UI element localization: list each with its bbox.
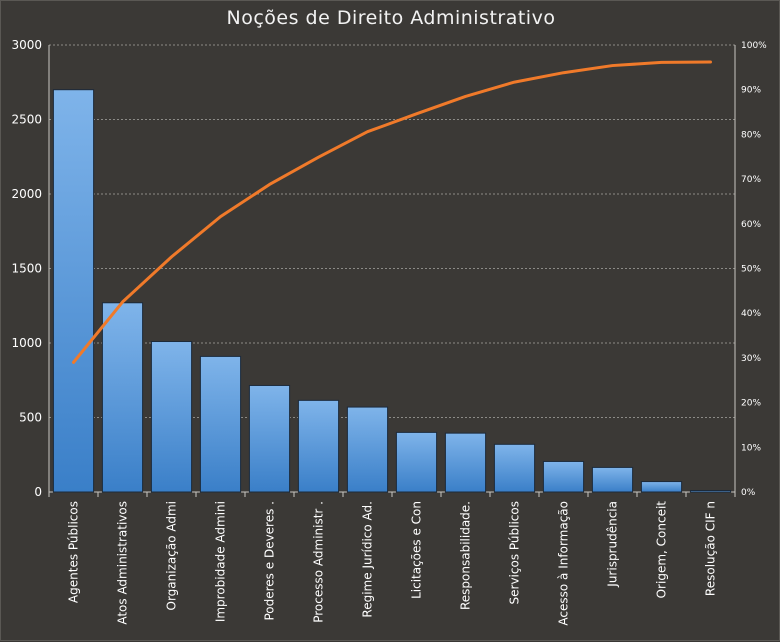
x-tick-label: Agentes Públicos <box>67 501 81 603</box>
bar <box>346 406 389 493</box>
x-tick-label: Processo Administr . <box>312 501 326 623</box>
y-tick-label: 2500 <box>11 113 42 127</box>
y2-tick-label: 10% <box>741 443 761 453</box>
y2-tick-label: 100% <box>741 41 767 51</box>
x-tick-label: Acesso à Informação <box>557 501 571 626</box>
y-tick-label: 1000 <box>11 336 42 350</box>
bar <box>52 89 95 493</box>
y2-tick-label: 20% <box>741 399 761 409</box>
y2-tick-label: 80% <box>741 130 761 140</box>
x-tick-label: Improbidade Admini <box>214 501 228 622</box>
x-tick-label: Origem, Conceit <box>655 501 669 599</box>
x-tick-label: Resolução CIF n <box>704 501 718 596</box>
x-tick-label: Regime Jurídico Ad. <box>361 501 375 618</box>
x-tick-label: Jurisprudência <box>606 501 620 588</box>
x-tick-label: Poderes e Deveres . <box>263 501 277 621</box>
bar <box>493 443 536 493</box>
bar <box>395 431 438 493</box>
y2-tick-label: 50% <box>741 265 761 275</box>
bar <box>199 355 242 493</box>
x-tick-label: Serviços Públicos <box>508 501 522 604</box>
y-tick-label: 2000 <box>11 187 42 201</box>
bar <box>640 481 683 493</box>
y-tick-label: 0 <box>34 485 42 499</box>
y2-tick-label: 60% <box>741 220 761 230</box>
y2-tick-label: 0% <box>741 488 756 498</box>
bar <box>101 302 144 493</box>
bar <box>248 384 291 493</box>
x-tick-label: Licitações e Con <box>410 501 424 599</box>
y2-tick-label: 90% <box>741 86 761 96</box>
y2-tick-label: 70% <box>741 175 761 185</box>
x-tick-label: Organização Admi <box>165 501 179 610</box>
x-tick-label: Atos Administrativos <box>116 501 130 625</box>
bar <box>297 399 340 493</box>
y2-tick-label: 40% <box>741 309 761 319</box>
y2-tick-label: 30% <box>741 354 761 364</box>
y-tick-label: 1500 <box>11 262 42 276</box>
y-tick-label: 500 <box>19 411 42 425</box>
chart-title: Noções de Direito Administrativo <box>226 7 556 29</box>
bar <box>150 341 193 493</box>
bar <box>591 466 634 493</box>
x-tick-label: Responsabilidade. <box>459 501 473 610</box>
y-tick-label: 3000 <box>11 38 42 52</box>
cumulative-line <box>72 60 712 364</box>
bar <box>689 490 732 493</box>
bar <box>444 432 487 493</box>
bar <box>542 460 585 493</box>
